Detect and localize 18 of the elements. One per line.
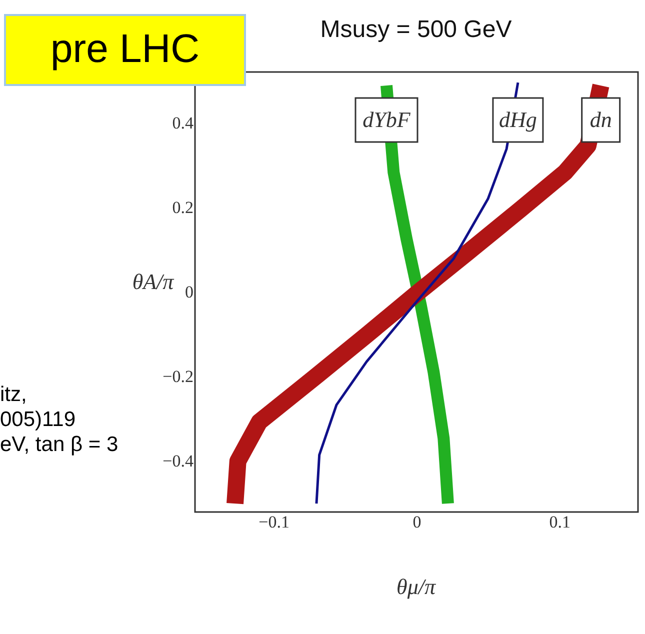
x-tick-label: 0.1 <box>549 512 571 532</box>
y-tick-label: 0 <box>185 282 194 302</box>
series-label: dn <box>590 107 612 132</box>
series-label: dYbF <box>362 107 411 132</box>
y-tick-label: −0.2 <box>162 367 194 386</box>
x-axis-title: θμ/π <box>396 574 436 599</box>
y-tick-label: 0.4 <box>172 113 194 132</box>
x-tick-label: −0.1 <box>258 512 290 532</box>
text: itz, <box>0 383 27 406</box>
chart-title: Msusy = 500 GeV <box>320 16 512 43</box>
y-tick-label: −0.4 <box>162 452 194 471</box>
text: 005)119 <box>0 408 76 431</box>
y-axis-title: θA/π <box>132 269 175 294</box>
text: eV, tan β = 3 <box>0 433 118 456</box>
text: pre LHC <box>50 27 200 71</box>
series-label: dHg <box>499 107 537 132</box>
x-tick-label: 0 <box>412 512 422 532</box>
y-tick-label: 0.2 <box>172 198 194 217</box>
